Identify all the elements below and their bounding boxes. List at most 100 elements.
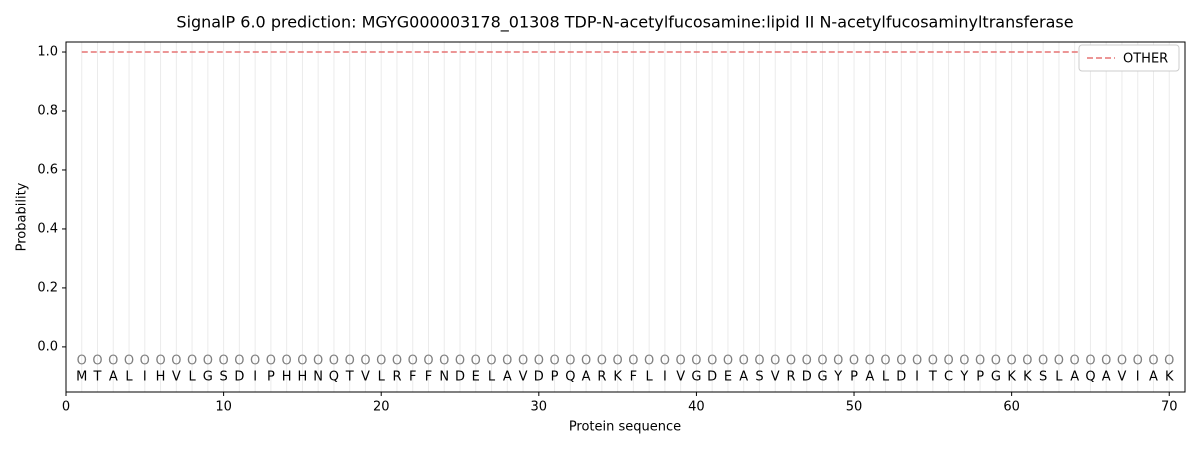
y-tick-label: 0.2 [37, 280, 58, 295]
predicted-label: O [1038, 353, 1048, 368]
residue-letter: R [786, 369, 795, 384]
residue-letter: H [156, 369, 166, 384]
residue-letter: G [203, 369, 213, 384]
predicted-label: O [912, 353, 922, 368]
predicted-label: O [360, 353, 370, 368]
predicted-label: O [171, 353, 181, 368]
residue-letter: A [109, 369, 118, 384]
residue-letter: L [125, 369, 133, 384]
y-tick-label: 0.0 [37, 339, 58, 354]
residue-letter: F [425, 369, 432, 384]
predicted-label: O [282, 353, 292, 368]
residue-letter: S [755, 369, 763, 384]
predicted-label: O [423, 353, 433, 368]
predicted-label: O [376, 353, 386, 368]
residue-letter: I [663, 369, 667, 384]
predicted-label: O [770, 353, 780, 368]
predicted-label: O [613, 353, 623, 368]
residue-letter: A [739, 369, 748, 384]
plot-frame [65, 41, 1186, 393]
residue-letter: T [345, 369, 354, 384]
x-tick-label: 0 [62, 400, 70, 415]
predicted-label: O [250, 353, 260, 368]
residue-letter: T [93, 369, 102, 384]
predicted-label: O [849, 353, 859, 368]
residue-letter: D [707, 369, 717, 384]
predicted-label: O [565, 353, 575, 368]
residue-letter: A [1102, 369, 1111, 384]
predicted-label: O [707, 353, 717, 368]
residue-letter: F [409, 369, 416, 384]
residue-letter: I [143, 369, 147, 384]
residue-letter: V [771, 369, 780, 384]
residue-letter: K [1007, 369, 1016, 384]
predicted-label: O [1133, 353, 1143, 368]
residue-letter: V [361, 369, 370, 384]
y-tick-label: 1.0 [37, 45, 58, 60]
predicted-label: O [991, 353, 1001, 368]
residue-letter: T [928, 369, 937, 384]
predicted-label: O [345, 353, 355, 368]
predicted-label: O [786, 353, 796, 368]
y-tick-label: 0.6 [37, 162, 58, 177]
residue-letter: P [551, 369, 559, 384]
predicted-label: O [628, 353, 638, 368]
predicted-label: O [297, 353, 307, 368]
predicted-label: O [581, 353, 591, 368]
residue-letter: D [534, 369, 544, 384]
x-tick-label: 30 [531, 400, 548, 415]
residue-letter: P [976, 369, 984, 384]
predicted-label: O [234, 353, 244, 368]
predicted-label: O [266, 353, 276, 368]
predicted-label: O [155, 353, 165, 368]
predicted-label: O [218, 353, 228, 368]
residue-letter: Q [565, 369, 575, 384]
x-tick-label: 10 [215, 400, 232, 415]
residue-letter: K [1165, 369, 1174, 384]
residue-letter: L [488, 369, 496, 384]
predicted-label: O [833, 353, 843, 368]
residue-letter: E [724, 369, 732, 384]
predicted-label: O [486, 353, 496, 368]
predicted-label: O [313, 353, 323, 368]
residue-letter: A [1149, 369, 1158, 384]
residue-letter: G [991, 369, 1001, 384]
predicted-label: O [439, 353, 449, 368]
residue-letter: A [582, 369, 591, 384]
residue-letter: H [298, 369, 308, 384]
predicted-label: O [140, 353, 150, 368]
residue-letter: P [850, 369, 858, 384]
predicted-label: O [108, 353, 118, 368]
predicted-label: O [691, 353, 701, 368]
residue-letter: M [76, 369, 87, 384]
residue-letter: V [172, 369, 181, 384]
predicted-label: O [739, 353, 749, 368]
residue-letter: L [646, 369, 654, 384]
predicted-label: O [928, 353, 938, 368]
residue-letter: C [944, 369, 953, 384]
chart-title: SignalP 6.0 prediction: MGYG000003178_01… [176, 13, 1073, 33]
predicted-label: O [723, 353, 733, 368]
predicted-label: O [975, 353, 985, 368]
residue-letter: Y [959, 369, 968, 384]
residue-letter: K [1023, 369, 1032, 384]
predicted-label: O [1054, 353, 1064, 368]
predicted-label: O [1022, 353, 1032, 368]
predicted-label: O [1007, 353, 1017, 368]
predicted-label: O [865, 353, 875, 368]
residue-letter: L [1055, 369, 1063, 384]
y-axis-label: Probability [15, 182, 30, 251]
predicted-label: O [817, 353, 827, 368]
residue-letter: S [219, 369, 227, 384]
x-tick-label: 60 [1003, 400, 1020, 415]
y-tick-label: 0.8 [37, 103, 58, 118]
residue-letter: L [188, 369, 196, 384]
legend-box [1078, 44, 1180, 72]
residue-letter: D [802, 369, 812, 384]
predicted-label: O [1070, 353, 1080, 368]
predicted-label: O [92, 353, 102, 368]
predicted-label: O [518, 353, 528, 368]
residue-letter: D [234, 369, 244, 384]
residue-letter: H [282, 369, 292, 384]
predicted-label: O [77, 353, 87, 368]
